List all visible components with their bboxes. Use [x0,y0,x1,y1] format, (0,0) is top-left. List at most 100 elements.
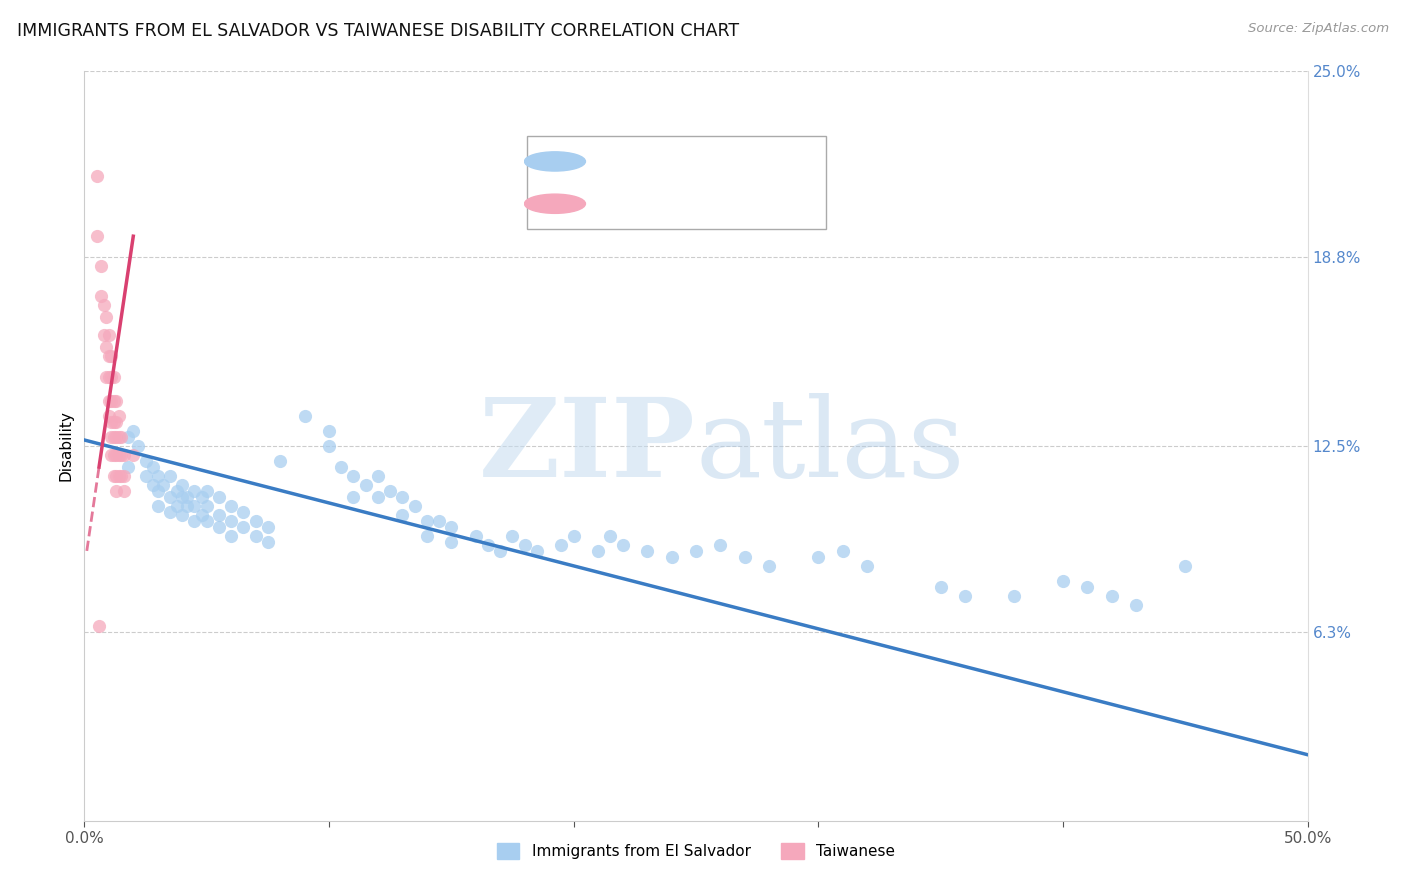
Point [103,469,125,483]
Point [96,340,118,354]
Point [135,469,157,483]
Point [550,538,572,552]
Point [856,558,879,573]
Point [612,538,634,552]
Point [172,490,194,504]
Point [146,469,169,483]
Point [117,460,139,475]
Point [90,259,112,273]
Point [562,529,585,543]
Point [232,520,254,534]
Point [172,478,194,492]
Point [1101,589,1123,603]
Point [107,448,129,462]
Point [87,619,110,633]
Text: R =  0.468: R = 0.468 [592,196,688,215]
Point [122,424,145,438]
Point [103,370,125,384]
Point [110,430,132,444]
Point [105,483,128,498]
Point [342,490,364,504]
Point [107,409,129,423]
Y-axis label: Disability: Disability [58,410,73,482]
Point [219,514,242,528]
Point [807,549,830,564]
Text: R = -0.627: R = -0.627 [592,154,689,172]
Point [427,514,450,528]
Point [97,394,120,409]
Point [685,544,707,558]
Point [367,469,389,483]
Point [195,499,218,513]
Point [1076,580,1098,594]
Point [245,514,267,528]
Point [103,415,125,429]
Point [112,469,135,483]
Point [97,349,120,363]
Point [96,310,118,325]
Point [208,520,231,534]
Point [367,490,389,504]
Point [142,478,165,492]
Point [513,538,536,552]
Point [1002,589,1025,603]
Point [146,499,169,513]
Point [636,544,658,558]
Point [107,469,129,483]
Point [105,415,128,429]
Point [172,508,194,522]
Text: N = 44: N = 44 [723,196,786,215]
Point [86,229,108,244]
Point [100,349,122,363]
Point [90,289,112,303]
Point [100,430,122,444]
Circle shape [524,152,585,171]
Point [176,499,198,513]
Point [208,508,231,522]
Point [330,460,353,475]
Point [100,370,122,384]
Point [112,483,135,498]
Point [232,505,254,519]
Point [191,490,214,504]
Point [166,499,188,513]
Point [734,549,756,564]
Point [661,549,683,564]
Point [354,478,377,492]
Point [318,424,340,438]
Point [159,490,181,504]
Point [159,505,181,519]
Text: IMMIGRANTS FROM EL SALVADOR VS TAIWANESE DISABILITY CORRELATION CHART: IMMIGRANTS FROM EL SALVADOR VS TAIWANESE… [17,22,740,40]
Point [342,469,364,483]
Point [257,520,280,534]
Point [127,439,149,453]
Point [953,589,976,603]
Point [245,529,267,543]
Point [183,483,205,498]
Point [93,328,115,343]
Legend: Immigrants from El Salvador, Taiwanese: Immigrants from El Salvador, Taiwanese [491,838,901,865]
Point [1174,558,1197,573]
Point [112,448,135,462]
Point [929,580,952,594]
Circle shape [524,194,585,213]
Point [416,529,439,543]
Point [1052,574,1074,588]
Point [97,370,120,384]
Point [1125,598,1147,612]
Point [93,298,115,312]
Point [97,328,120,343]
Point [96,370,118,384]
Point [105,430,128,444]
Point [191,508,214,522]
Point [97,409,120,423]
Point [105,469,128,483]
Point [477,538,499,552]
Point [294,409,316,423]
Point [195,514,218,528]
Point [152,478,174,492]
FancyBboxPatch shape [527,136,827,228]
Point [391,490,413,504]
Point [86,169,108,184]
Point [103,430,125,444]
